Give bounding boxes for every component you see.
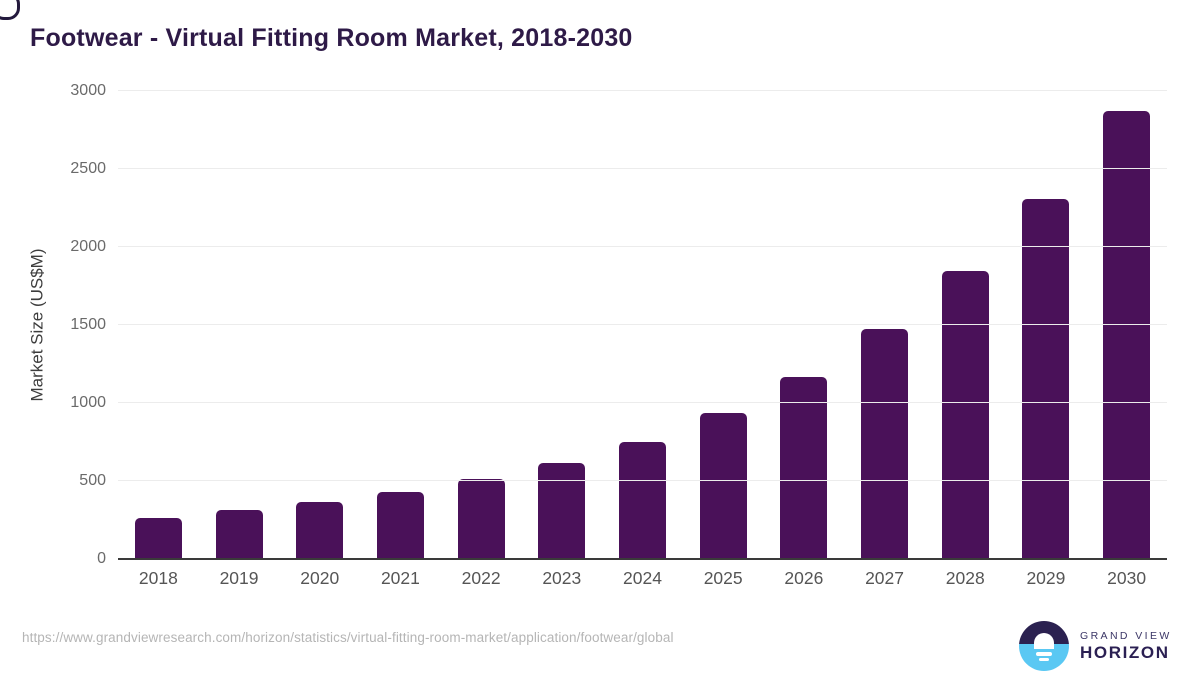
x-tick-label-2022: 2022 (461, 568, 501, 588)
horizon-line-2 (1039, 658, 1049, 661)
gridline-500 (118, 480, 1167, 481)
source-url: https://www.grandviewresearch.com/horizo… (22, 630, 674, 645)
gridline-3000 (118, 90, 1167, 91)
bar-slot-2024 (602, 91, 683, 559)
logo-brand-name: GRAND VIEW (1080, 630, 1172, 642)
bar-slot-2030 (1086, 91, 1167, 559)
bar-2030 (1103, 111, 1151, 559)
bar-2024 (618, 442, 666, 559)
bar-2025 (699, 413, 747, 559)
x-tick-label-2023: 2023 (542, 568, 582, 588)
y-tick-label-500: 500 (79, 472, 106, 489)
x-tick-label-2029: 2029 (1026, 568, 1066, 588)
bar-2026 (780, 376, 828, 559)
x-axis-tick-labels: 2018 2019 2020 2021 2022 2023 2024 2025 2026 2027… (118, 568, 1167, 589)
x-tick-label-2018: 2018 (138, 568, 178, 588)
x-tick-label-2025: 2025 (703, 568, 743, 588)
gridline-2000 (118, 246, 1167, 247)
y-tick-label-0: 0 (97, 550, 106, 567)
rounded-corner-artifact (0, 0, 20, 20)
bar-slot-2028 (925, 91, 1006, 559)
bar-2019 (215, 509, 263, 559)
bar-2027 (861, 328, 909, 559)
bar-2023 (538, 463, 586, 559)
y-tick-label-1500: 1500 (70, 316, 106, 333)
chart-title: Footwear - Virtual Fitting Room Market, … (30, 24, 633, 52)
horizon-line-1 (1036, 652, 1052, 656)
bar-slot-2023 (521, 91, 602, 559)
bar-2029 (1022, 198, 1070, 559)
plot-area (118, 90, 1167, 560)
bar-slot-2019 (199, 91, 280, 559)
gridline-1000 (118, 402, 1167, 403)
y-tick-label-3000: 3000 (70, 82, 106, 99)
bar-slot-2026 (764, 91, 845, 559)
horizon-sun-icon (1019, 621, 1069, 671)
y-tick-label-2000: 2000 (70, 238, 106, 255)
y-axis-tick-labels: 0 500 1000 1500 2000 2500 3000 (0, 83, 106, 567)
y-tick-label-2500: 2500 (70, 160, 106, 177)
grand-view-horizon-logo: GRAND VIEW HORIZON (1019, 621, 1172, 671)
bar-slot-2027 (844, 91, 925, 559)
bar-slot-2022 (441, 91, 522, 559)
x-axis-line (118, 558, 1167, 560)
logo-product-name: HORIZON (1080, 643, 1170, 662)
bars-container (118, 91, 1167, 559)
bar-slot-2025 (683, 91, 764, 559)
bar-2021 (376, 491, 424, 559)
gridline-2500 (118, 168, 1167, 169)
bar-slot-2029 (1006, 91, 1087, 559)
bar-2022 (457, 478, 505, 559)
bar-slot-2020 (279, 91, 360, 559)
bar-slot-2018 (118, 91, 199, 559)
x-tick-label-2019: 2019 (219, 568, 259, 588)
bar-2028 (941, 271, 989, 559)
x-tick-label-2020: 2020 (300, 568, 340, 588)
x-tick-label-2028: 2028 (945, 568, 985, 588)
x-tick-label-2026: 2026 (784, 568, 824, 588)
sun-dome-shape (1034, 633, 1054, 649)
gridline-1500 (118, 324, 1167, 325)
x-tick-label-2030: 2030 (1107, 568, 1147, 588)
x-tick-label-2021: 2021 (380, 568, 420, 588)
bar-slot-2021 (360, 91, 441, 559)
x-tick-label-2027: 2027 (865, 568, 904, 588)
logo-text: GRAND VIEW HORIZON (1080, 630, 1172, 662)
bar-2018 (134, 518, 182, 559)
bar-2020 (296, 502, 344, 559)
y-tick-label-1000: 1000 (70, 394, 106, 411)
x-tick-label-2024: 2024 (623, 568, 662, 588)
